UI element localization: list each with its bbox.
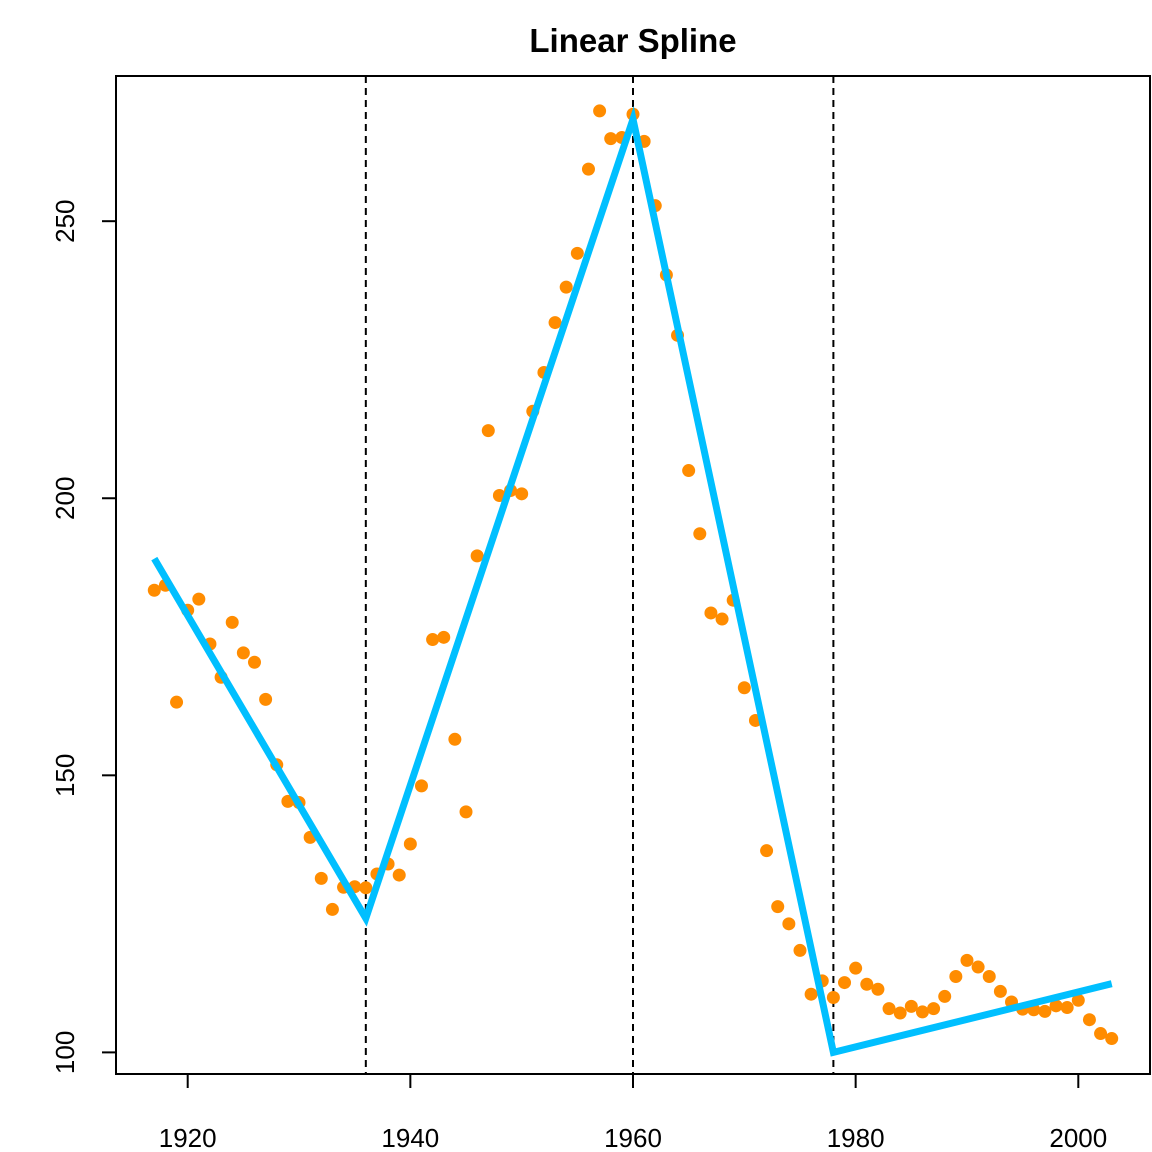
data-point — [437, 630, 451, 644]
data-point — [225, 615, 239, 629]
data-point — [515, 487, 529, 501]
data-point — [693, 527, 707, 541]
data-point — [971, 960, 985, 974]
data-point — [403, 837, 417, 851]
data-point — [392, 868, 406, 882]
data-point — [481, 424, 495, 438]
data-point — [548, 316, 562, 330]
data-point — [325, 902, 339, 916]
data-point — [247, 655, 261, 669]
data-point — [927, 1002, 941, 1016]
data-point — [804, 987, 818, 1001]
chart-title: Linear Spline — [529, 22, 736, 59]
x-tick-label-1940: 1940 — [381, 1123, 439, 1152]
data-point — [236, 646, 250, 660]
data-point — [993, 984, 1007, 998]
data-point — [604, 132, 618, 146]
data-point — [1105, 1032, 1119, 1046]
data-point — [904, 999, 918, 1013]
data-point — [414, 779, 428, 793]
data-point — [1094, 1027, 1108, 1041]
data-point — [715, 612, 729, 626]
data-point — [1071, 993, 1085, 1007]
x-tick-label-1960: 1960 — [604, 1123, 662, 1152]
data-point — [1038, 1004, 1052, 1018]
y-tick-label-200: 200 — [50, 477, 80, 520]
data-point — [459, 805, 473, 819]
data-point — [170, 695, 184, 709]
data-point — [737, 681, 751, 695]
data-point — [570, 246, 584, 260]
data-point — [259, 692, 273, 706]
x-tick-label-1920: 1920 — [159, 1123, 217, 1152]
x-axis: 1920 1940 1960 1980 2000 — [159, 1073, 1107, 1152]
data-point — [982, 969, 996, 983]
y-tick-label-150: 150 — [50, 754, 80, 797]
y-tick-label-100: 100 — [50, 1031, 80, 1074]
data-point — [871, 982, 885, 996]
data-point — [314, 871, 328, 885]
data-point — [915, 1005, 929, 1019]
y-axis: 100 150 200 250 — [50, 199, 117, 1074]
data-point — [581, 162, 595, 176]
data-point — [448, 732, 462, 746]
data-point — [760, 844, 774, 858]
data-point — [882, 1002, 896, 1016]
data-point — [860, 977, 874, 991]
data-point — [359, 881, 373, 895]
data-point — [771, 900, 785, 914]
spline-fit-line — [151, 105, 1113, 1057]
data-point — [949, 969, 963, 983]
data-point — [682, 464, 696, 478]
data-point — [838, 976, 852, 990]
data-point — [826, 991, 840, 1005]
data-point — [793, 943, 807, 957]
spline-fit — [151, 105, 1113, 1057]
data-point — [704, 606, 718, 620]
x-tick-label-2000: 2000 — [1049, 1123, 1107, 1152]
data-point — [893, 1006, 907, 1020]
y-tick-label-250: 250 — [50, 199, 80, 242]
data-point — [1049, 999, 1063, 1013]
data-point — [147, 583, 161, 597]
data-point — [849, 961, 863, 975]
data-point — [559, 280, 573, 294]
data-point — [938, 989, 952, 1003]
data-point — [782, 917, 796, 931]
data-point — [1060, 1001, 1074, 1015]
x-tick-label-1980: 1980 — [827, 1123, 885, 1152]
data-point — [593, 104, 607, 118]
data-point — [192, 592, 206, 606]
data-point — [426, 633, 440, 647]
data-point — [1082, 1013, 1096, 1027]
data-point — [470, 549, 484, 563]
data-point — [960, 953, 974, 967]
